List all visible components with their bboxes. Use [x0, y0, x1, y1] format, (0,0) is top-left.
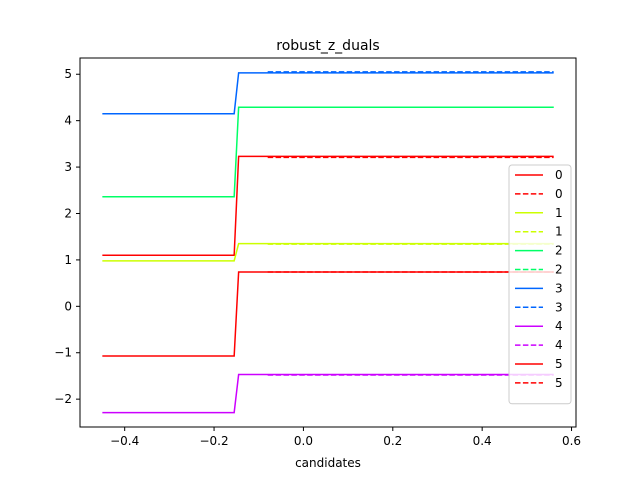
series-line-3-solid [102, 72, 554, 115]
legend-label: 3 [555, 281, 563, 295]
legend-label: 1 [555, 225, 563, 239]
series-line-4-solid [102, 373, 554, 414]
legend-label: 0 [555, 187, 563, 201]
y-tick-label: 1 [64, 253, 72, 267]
legend-label: 2 [555, 263, 563, 277]
series-line-2-solid [102, 106, 554, 198]
series-line-5-solid [102, 271, 554, 357]
x-axis-label: candidates [295, 456, 361, 470]
x-axis: −0.4 −0.2 0.0 0.2 0.4 0.6 [110, 427, 581, 448]
y-axis: −2 −1 0 1 2 3 4 5 [54, 67, 80, 406]
series-layer [102, 71, 554, 414]
y-tick-label: 4 [64, 114, 72, 128]
x-tick-label: 0.0 [294, 434, 313, 448]
plot-frame [79, 57, 577, 428]
x-tick-label: −0.2 [199, 434, 228, 448]
legend-label: 4 [555, 338, 563, 352]
y-tick-label: 2 [64, 206, 72, 220]
x-tick-label: 0.4 [473, 434, 492, 448]
legend: 0 0 1 1 2 2 3 3 4 4 5 5 [508, 164, 572, 405]
legend-box [508, 164, 572, 405]
legend-label: 5 [555, 357, 563, 371]
legend-label: 0 [555, 168, 563, 182]
y-tick-label: −2 [54, 392, 72, 406]
x-tick-label: −0.4 [110, 434, 139, 448]
legend-label: 5 [555, 376, 563, 390]
y-tick-label: 0 [64, 299, 72, 313]
legend-label: 2 [555, 244, 563, 258]
legend-label: 4 [555, 319, 563, 333]
legend-label: 3 [555, 300, 563, 314]
series-line-0-solid [102, 155, 554, 257]
y-tick-label: 3 [64, 160, 72, 174]
x-tick-label: 0.6 [562, 434, 581, 448]
y-tick-label: −1 [54, 346, 72, 360]
chart-title: robust_z_duals [276, 38, 379, 54]
x-tick-label: 0.2 [383, 434, 402, 448]
legend-label: 1 [555, 206, 563, 220]
series-line-1-solid [102, 242, 554, 262]
y-tick-label: 5 [64, 67, 72, 81]
